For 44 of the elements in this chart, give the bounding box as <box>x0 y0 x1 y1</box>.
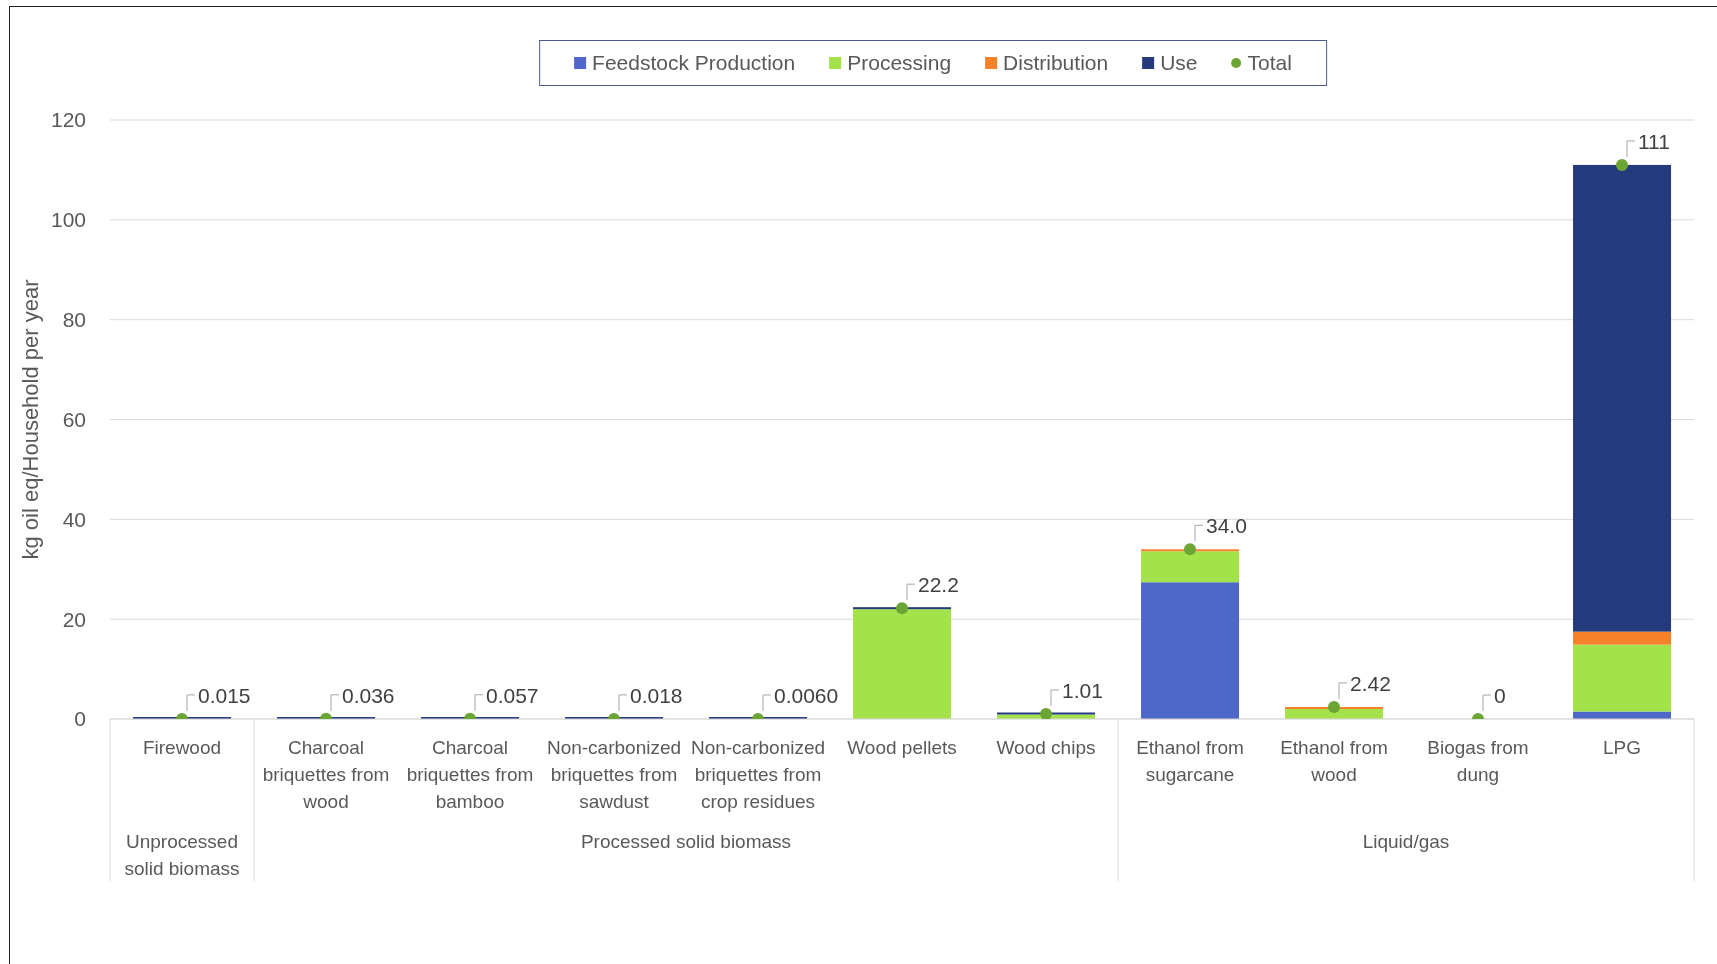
data-label: 0.036 <box>342 683 395 707</box>
x-tick-label: LPG <box>1602 736 1642 758</box>
y-tick-label: 40 <box>62 507 86 531</box>
text: Liquid/gas <box>1362 830 1450 852</box>
data-label: 0.0060 <box>774 683 839 707</box>
x-tick-label: Wood chips <box>996 736 1096 758</box>
x-tick-label: Charcoal briquettes from wood <box>262 736 390 812</box>
legend-label: Processing <box>847 51 952 75</box>
text: Unprocessed solid biomass <box>124 830 240 879</box>
x-tick-label: Firewood <box>142 736 222 758</box>
x-tick-label: Biogas from dung <box>1427 736 1529 785</box>
bar <box>1573 631 1672 645</box>
bar <box>1141 551 1240 583</box>
bar <box>1141 582 1240 719</box>
x-tick-label: Non-carbonized briquettes from sawdust <box>546 736 682 812</box>
legend-label: Use <box>1160 51 1198 75</box>
x-tick-label: Ethanol from wood <box>1280 736 1388 785</box>
y-tick-label: 20 <box>62 607 86 631</box>
y-tick-label: 0 <box>74 707 86 731</box>
data-label: 0.018 <box>630 683 683 707</box>
y-tick-label: 100 <box>50 208 86 232</box>
legend-label: Feedstock Production <box>592 51 796 75</box>
y-tick-label: 60 <box>62 407 86 431</box>
y-tick-label: 120 <box>50 108 86 132</box>
legend-label: Distribution <box>1003 51 1109 75</box>
x-tick-label: Non-carbonized briquettes from crop residues <box>690 736 826 812</box>
x-tick-label: Wood pellets <box>847 736 957 758</box>
data-label: 0 <box>1494 683 1506 707</box>
data-label: 22.2 <box>918 572 959 596</box>
data-label: 2.42 <box>1350 671 1391 695</box>
x-tick-label: Ethanol from sugarcane <box>1136 736 1244 785</box>
text: Processed solid biomass <box>580 830 792 852</box>
bar <box>853 609 952 719</box>
y-tick-label: 80 <box>62 308 86 332</box>
y-axis-title: kg oil eq/Household per year <box>17 279 43 560</box>
bar <box>1573 644 1672 712</box>
data-label: 34.0 <box>1206 513 1247 537</box>
data-label: 1.01 <box>1062 678 1103 702</box>
data-label: 111 <box>1638 129 1670 153</box>
x-tick-label: Charcoal briquettes from bamboo <box>406 736 534 812</box>
point <box>1616 158 1628 171</box>
data-label: 0.015 <box>198 683 251 707</box>
legend-label: Total <box>1247 51 1292 75</box>
data-label: 0.057 <box>486 683 539 707</box>
